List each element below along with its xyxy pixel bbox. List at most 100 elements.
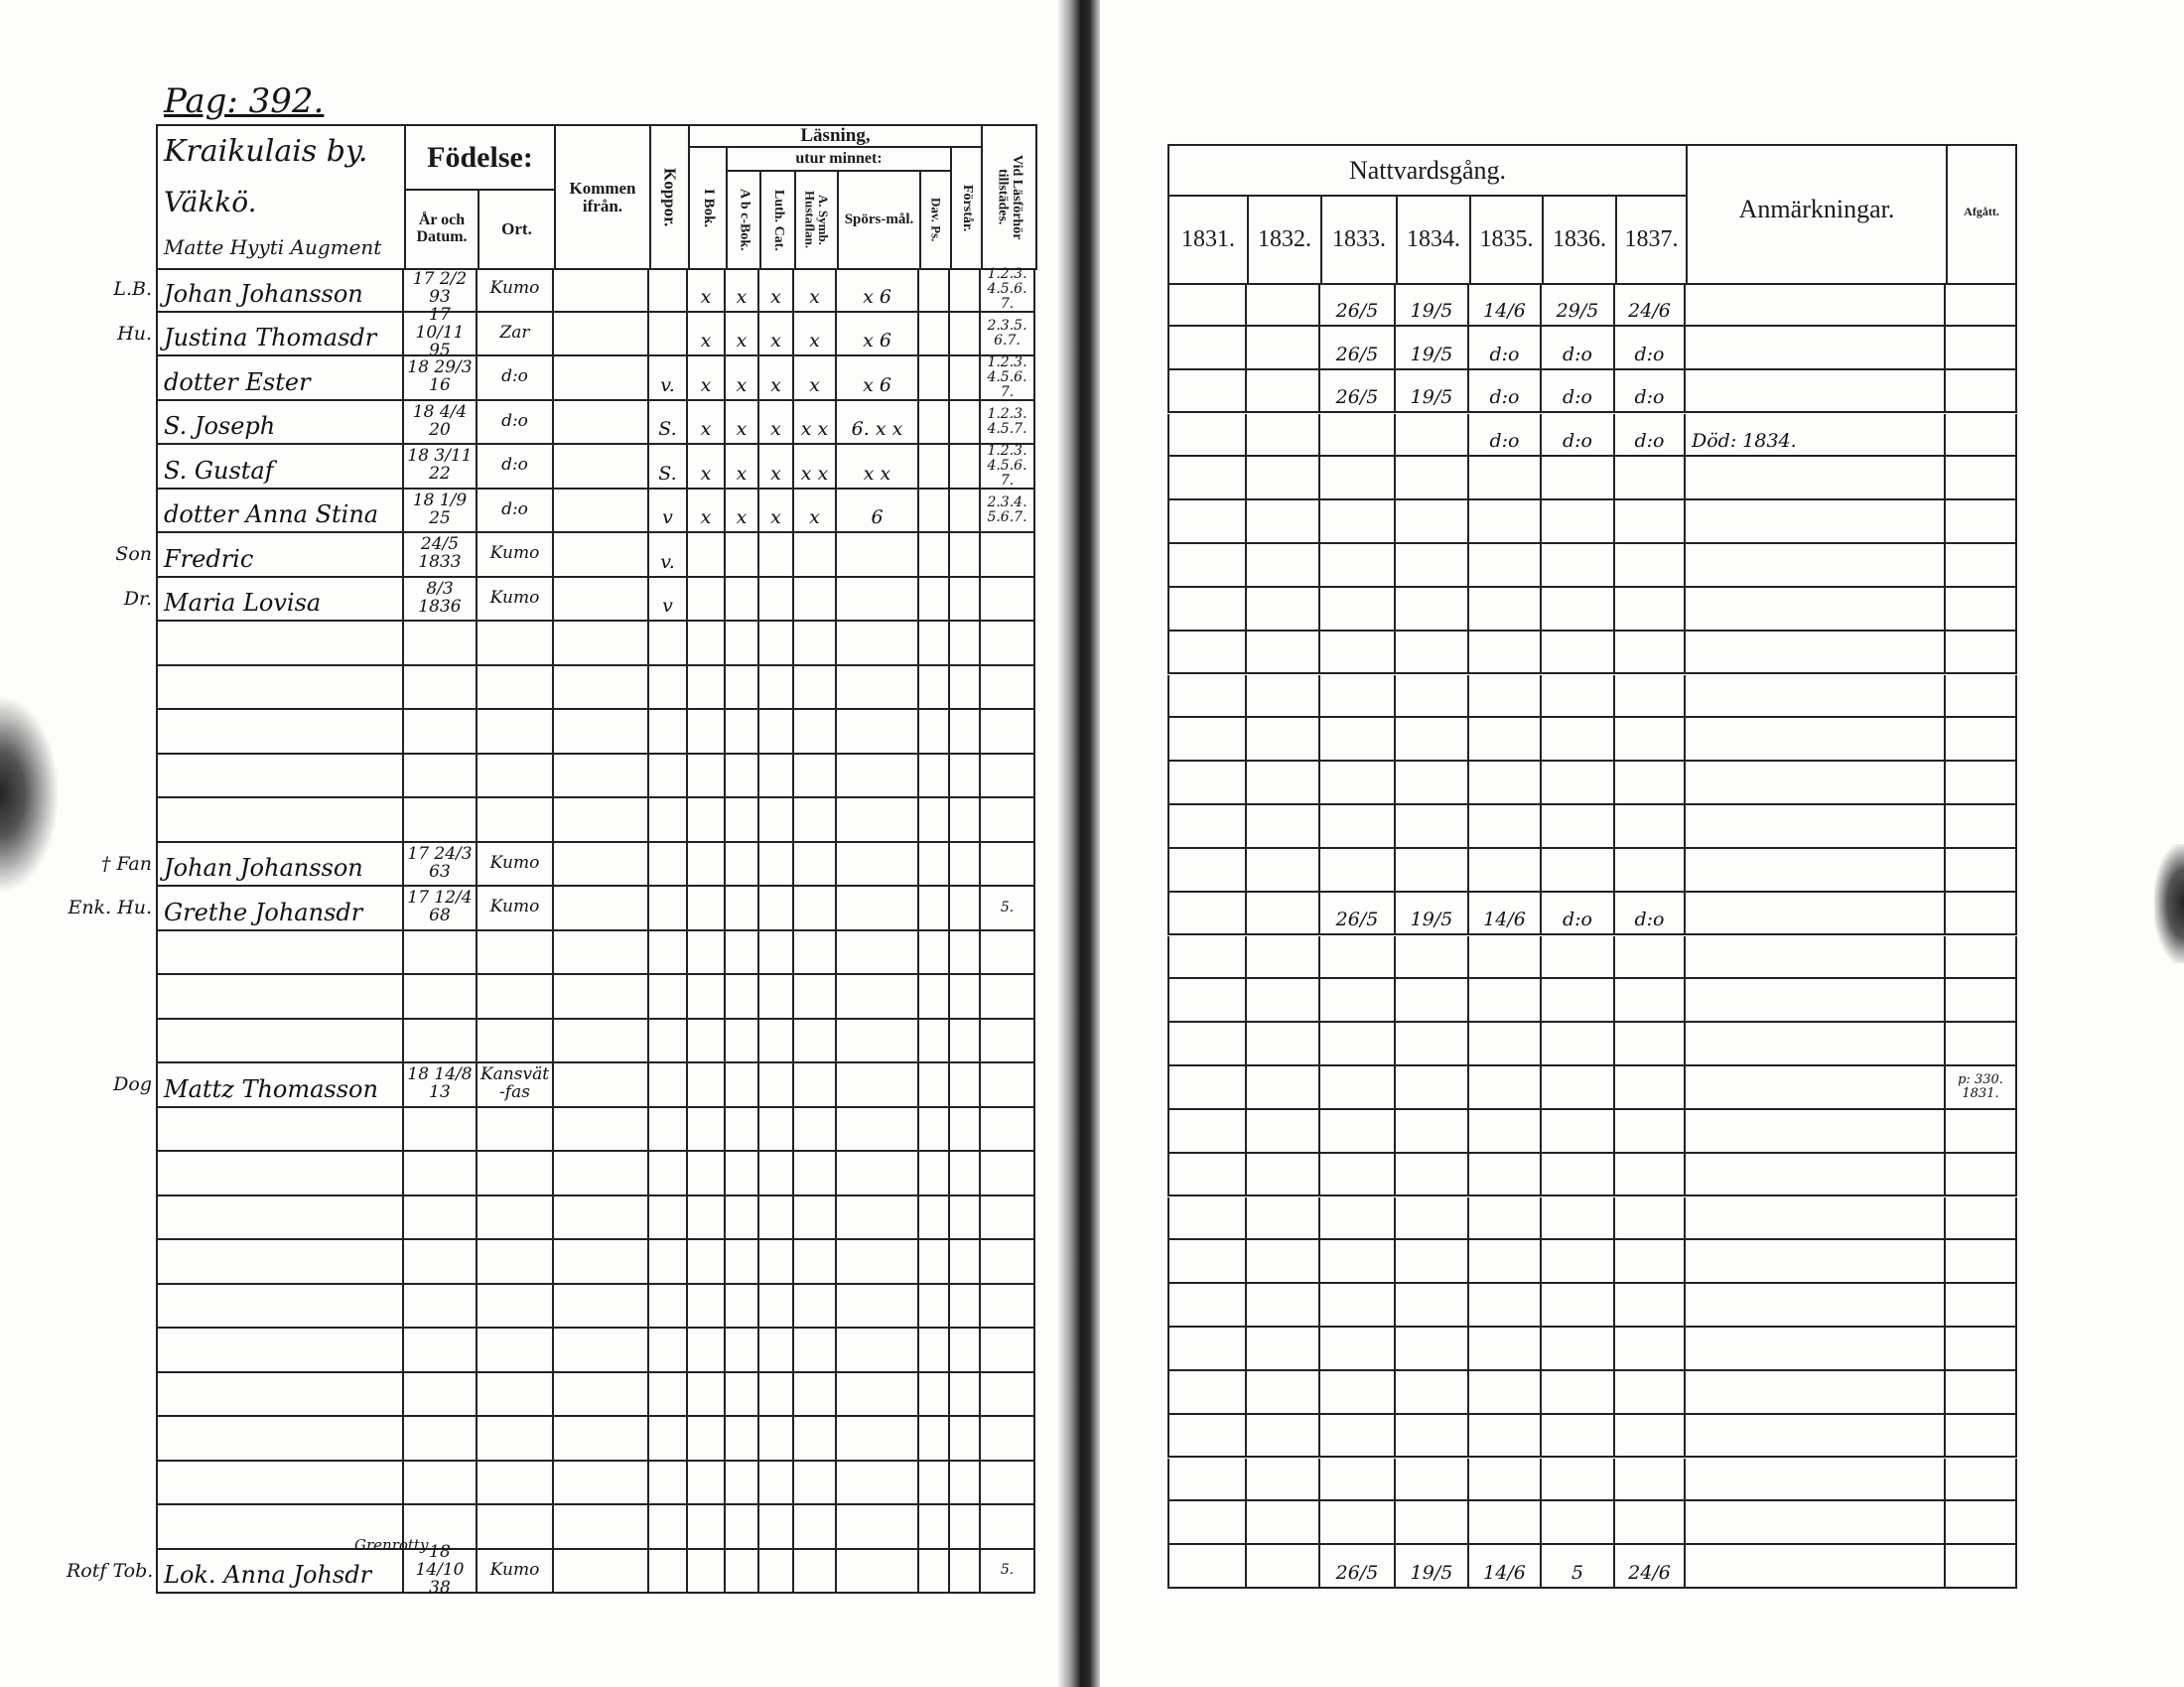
- left-cell-luth: [759, 1329, 794, 1373]
- header-year: 1834.: [1396, 195, 1471, 285]
- right-cell-afgatt: [1946, 848, 2017, 893]
- left-cell-luth: x: [759, 268, 794, 313]
- left-cell-vid: [981, 842, 1035, 887]
- right-cell-afgatt: [1946, 718, 2017, 763]
- left-cell-ort: [478, 1284, 554, 1329]
- right-cell-year: [1469, 979, 1542, 1024]
- right-cell-year: d:o: [1542, 892, 1615, 936]
- left-cell-date: [404, 710, 478, 755]
- left-cell-i_bok: x: [688, 445, 726, 490]
- left-cell-dav: [919, 842, 950, 887]
- left-cell-vid: [981, 754, 1035, 798]
- right-cell-year: [1469, 935, 1542, 980]
- left-cell-forstar: [950, 665, 981, 710]
- right-cell-year: [1542, 935, 1615, 980]
- right-cell-afgatt: [1946, 283, 2017, 327]
- left-cell-abc: x: [726, 268, 759, 313]
- right-cell-year: [1542, 1414, 1615, 1459]
- right-cell-year: [1615, 587, 1686, 632]
- right-cell-afgatt: [1946, 500, 2017, 544]
- left-cell-spors: [837, 1107, 919, 1152]
- left-cell-i_bok: [688, 798, 726, 843]
- left-cell-abc: [726, 577, 759, 622]
- left-cell-dav: [919, 489, 950, 533]
- left-cell-koppor: [649, 268, 688, 313]
- left-cell-name: [156, 798, 404, 843]
- left-cell-forstar: [950, 1505, 981, 1550]
- right-cell-year: [1396, 413, 1469, 458]
- left-cell-date: [404, 1195, 478, 1240]
- left-cell-forstar: [950, 798, 981, 843]
- right-cell-year: [1469, 805, 1542, 849]
- right-cell-afgatt: [1946, 674, 2017, 719]
- left-cell-ort: [478, 930, 554, 975]
- header-ort: Ort.: [478, 189, 556, 270]
- right-cell-anmarkningar: [1686, 283, 1946, 327]
- right-cell-year: [1615, 674, 1686, 719]
- left-cell-symb: [794, 577, 837, 622]
- left-cell-ort: Kumo: [478, 842, 554, 887]
- left-cell-spors: [837, 1329, 919, 1373]
- left-cell-dav: [919, 798, 950, 843]
- right-cell-year: [1469, 1370, 1542, 1415]
- left-cell-abc: [726, 1417, 759, 1462]
- left-cell-ort: [478, 1240, 554, 1285]
- left-cell-vid: [981, 1505, 1035, 1550]
- left-cell-date: 18 14/8 13: [404, 1063, 478, 1108]
- header-vid-lasforhor: Vid Läsförhör tillstädes.: [981, 124, 1037, 270]
- right-cell-year: [1320, 1501, 1396, 1546]
- left-cell-luth: [759, 1505, 794, 1550]
- left-cell-luth: [759, 533, 794, 578]
- left-cell-spors: [837, 1063, 919, 1108]
- left-cell-koppor: [649, 312, 688, 356]
- left-cell-i_bok: [688, 622, 726, 666]
- left-cell-symb: [794, 1063, 837, 1108]
- right-cell-year: [1469, 1284, 1542, 1328]
- left-cell-symb: [794, 533, 837, 578]
- left-cell-forstar: [950, 489, 981, 533]
- right-cell-anmarkningar: [1686, 1284, 1946, 1328]
- left-cell-kommen: [554, 1107, 649, 1152]
- right-cell-year: [1167, 979, 1247, 1024]
- left-cell-name: [156, 754, 404, 798]
- right-cell-year: [1320, 805, 1396, 849]
- left-cell-koppor: [649, 975, 688, 1020]
- left-cell-dav: [919, 975, 950, 1020]
- right-cell-year: 24/6: [1615, 1545, 1686, 1589]
- right-cell-anmarkningar: [1686, 544, 1946, 588]
- left-cell-abc: [726, 1063, 759, 1108]
- book-gutter: [1058, 0, 1100, 1687]
- left-cell-luth: [759, 842, 794, 887]
- right-cell-anmarkningar: [1686, 1370, 1946, 1415]
- left-cell-koppor: [649, 1195, 688, 1240]
- left-cell-dav: [919, 445, 950, 490]
- header-sporsmal: Spörs-mål.: [837, 170, 921, 270]
- right-cell-year: [1542, 1240, 1615, 1285]
- right-cell-year: d:o: [1469, 326, 1542, 370]
- left-cell-spors: x 6: [837, 268, 919, 313]
- right-cell-afgatt: [1946, 1023, 2017, 1066]
- left-cell-i_bok: [688, 1019, 726, 1063]
- left-cell-symb: [794, 710, 837, 755]
- right-cell-anmarkningar: [1686, 1023, 1946, 1066]
- right-cell-year: [1167, 1196, 1247, 1241]
- right-cell-anmarkningar: [1686, 762, 1946, 805]
- right-cell-year: [1542, 1328, 1615, 1371]
- left-cell-i_bok: [688, 930, 726, 975]
- left-cell-dav: [919, 887, 950, 931]
- right-cell-year: [1542, 1023, 1615, 1066]
- left-cell-ort: [478, 1107, 554, 1152]
- left-cell-symb: [794, 1417, 837, 1462]
- left-cell-abc: [726, 622, 759, 666]
- left-cell-forstar: [950, 887, 981, 931]
- header-year: 1836.: [1542, 195, 1617, 285]
- right-cell-year: [1542, 631, 1615, 675]
- right-cell-year: [1167, 1023, 1247, 1066]
- left-cell-dav: [919, 312, 950, 356]
- right-cell-year: [1167, 848, 1247, 893]
- left-cell-i_bok: [688, 975, 726, 1020]
- left-cell-name: [156, 975, 404, 1020]
- left-cell-name: [156, 1019, 404, 1063]
- right-cell-year: 14/6: [1469, 1545, 1542, 1589]
- left-cell-forstar: [950, 445, 981, 490]
